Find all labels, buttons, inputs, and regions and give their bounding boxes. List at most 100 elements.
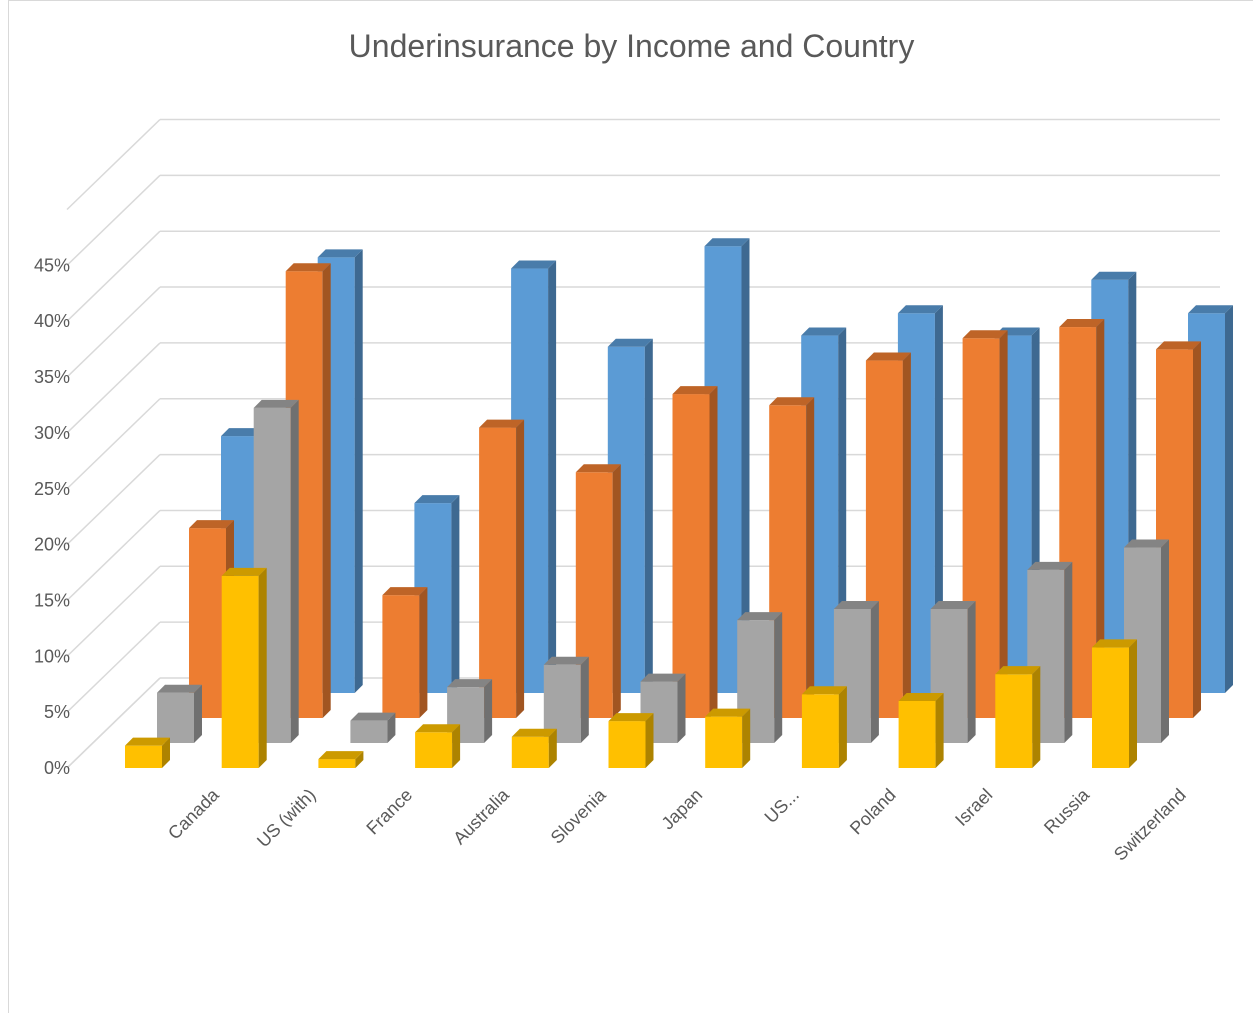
bar-top — [607, 338, 653, 347]
bar-side — [838, 686, 847, 768]
bar-side — [1161, 539, 1169, 743]
bar-side — [355, 751, 364, 768]
bar-side — [354, 249, 363, 693]
bar — [801, 686, 847, 768]
bar-front — [157, 692, 194, 743]
bar-front — [511, 736, 549, 768]
bar-side — [645, 713, 654, 768]
bar-top — [157, 684, 202, 693]
bar — [995, 666, 1041, 768]
bar-front — [672, 394, 710, 718]
bar-top — [221, 567, 267, 576]
bar — [607, 338, 653, 693]
bar — [608, 713, 654, 768]
bar-front — [705, 716, 743, 768]
y-tick-label: 15% — [34, 590, 70, 610]
bar-top — [1027, 561, 1073, 570]
gridline-depth — [66, 565, 161, 657]
bar-top — [1188, 305, 1233, 314]
bar-top — [833, 600, 879, 609]
bar — [350, 712, 396, 743]
bar-top — [511, 728, 557, 737]
bar-side — [870, 600, 879, 743]
y-tick-label: 10% — [34, 646, 70, 666]
bar-top — [479, 419, 525, 428]
bar — [640, 673, 686, 743]
bar — [1092, 639, 1137, 768]
bar-top — [608, 713, 654, 722]
bar-front — [608, 721, 646, 768]
bar — [479, 419, 525, 718]
bars — [125, 238, 1233, 768]
bar-top — [382, 587, 428, 596]
y-tick-label: 25% — [34, 479, 70, 499]
bar-top — [1091, 271, 1137, 280]
bar — [930, 600, 976, 743]
bar-side — [1064, 561, 1073, 743]
bar-top — [705, 708, 751, 717]
bar-side — [419, 587, 428, 718]
bar-top — [897, 305, 943, 314]
bar-top — [318, 751, 364, 760]
bar-top — [1059, 319, 1105, 328]
bar-side — [1032, 666, 1041, 768]
bar-side — [902, 352, 911, 718]
bar-side — [451, 495, 460, 693]
bar-top — [801, 686, 847, 695]
bar-top — [511, 260, 557, 269]
bar-front — [415, 732, 453, 768]
bar-top — [769, 397, 815, 406]
gridline-depth — [66, 342, 161, 434]
bar — [415, 724, 461, 768]
bar — [382, 587, 428, 718]
chart-border-left — [8, 0, 9, 1013]
x-tick-label: France — [362, 785, 416, 839]
bar-side — [1225, 305, 1233, 693]
bar — [672, 386, 718, 718]
bar-top — [125, 737, 170, 746]
bar-side — [1193, 341, 1201, 718]
bar-top — [285, 263, 331, 272]
y-axis-ticks: 0% 5% 10% 15% 20% 25% 30% 35% 40% 45% — [34, 255, 70, 778]
gridline-depth — [66, 118, 161, 211]
x-tick-label: Slovenia — [547, 784, 611, 848]
bar-top — [898, 692, 944, 701]
y-tick-label: 35% — [34, 367, 70, 387]
bar-front — [898, 700, 936, 768]
bar-side — [548, 728, 557, 768]
bar-top — [543, 656, 589, 665]
bar-top — [801, 327, 847, 336]
gridline-depth — [66, 286, 161, 378]
y-tick-label: 20% — [34, 535, 70, 555]
bar-side — [677, 673, 686, 743]
bar-side — [452, 724, 461, 768]
bar — [705, 708, 751, 768]
bar-top — [253, 399, 299, 408]
bar-side — [742, 708, 751, 768]
bar-side — [934, 305, 943, 693]
bar-front — [382, 595, 420, 718]
bar-side — [709, 386, 718, 718]
floor-edge — [66, 677, 161, 769]
bar-front — [995, 674, 1033, 768]
bar-top — [575, 464, 621, 473]
chart-border-top — [8, 0, 1253, 1]
bar-side — [194, 684, 202, 743]
bar-top — [415, 724, 461, 733]
bar-top — [672, 386, 718, 395]
bar-side — [516, 419, 525, 718]
x-tick-label: US... — [761, 785, 803, 827]
bar-side — [806, 397, 815, 718]
bar-side — [1129, 639, 1137, 768]
bar-side — [258, 567, 267, 768]
bar-top — [317, 249, 363, 258]
bar-top — [189, 520, 234, 529]
gridline-depth — [66, 509, 161, 601]
x-axis-labels: Canada US (with) France Australia Slovenia Ja… — [164, 784, 1190, 865]
bar-front — [1092, 647, 1129, 768]
bar-side — [935, 692, 944, 768]
bar-top — [350, 712, 396, 721]
bar-top — [414, 495, 460, 504]
bar — [511, 728, 557, 768]
